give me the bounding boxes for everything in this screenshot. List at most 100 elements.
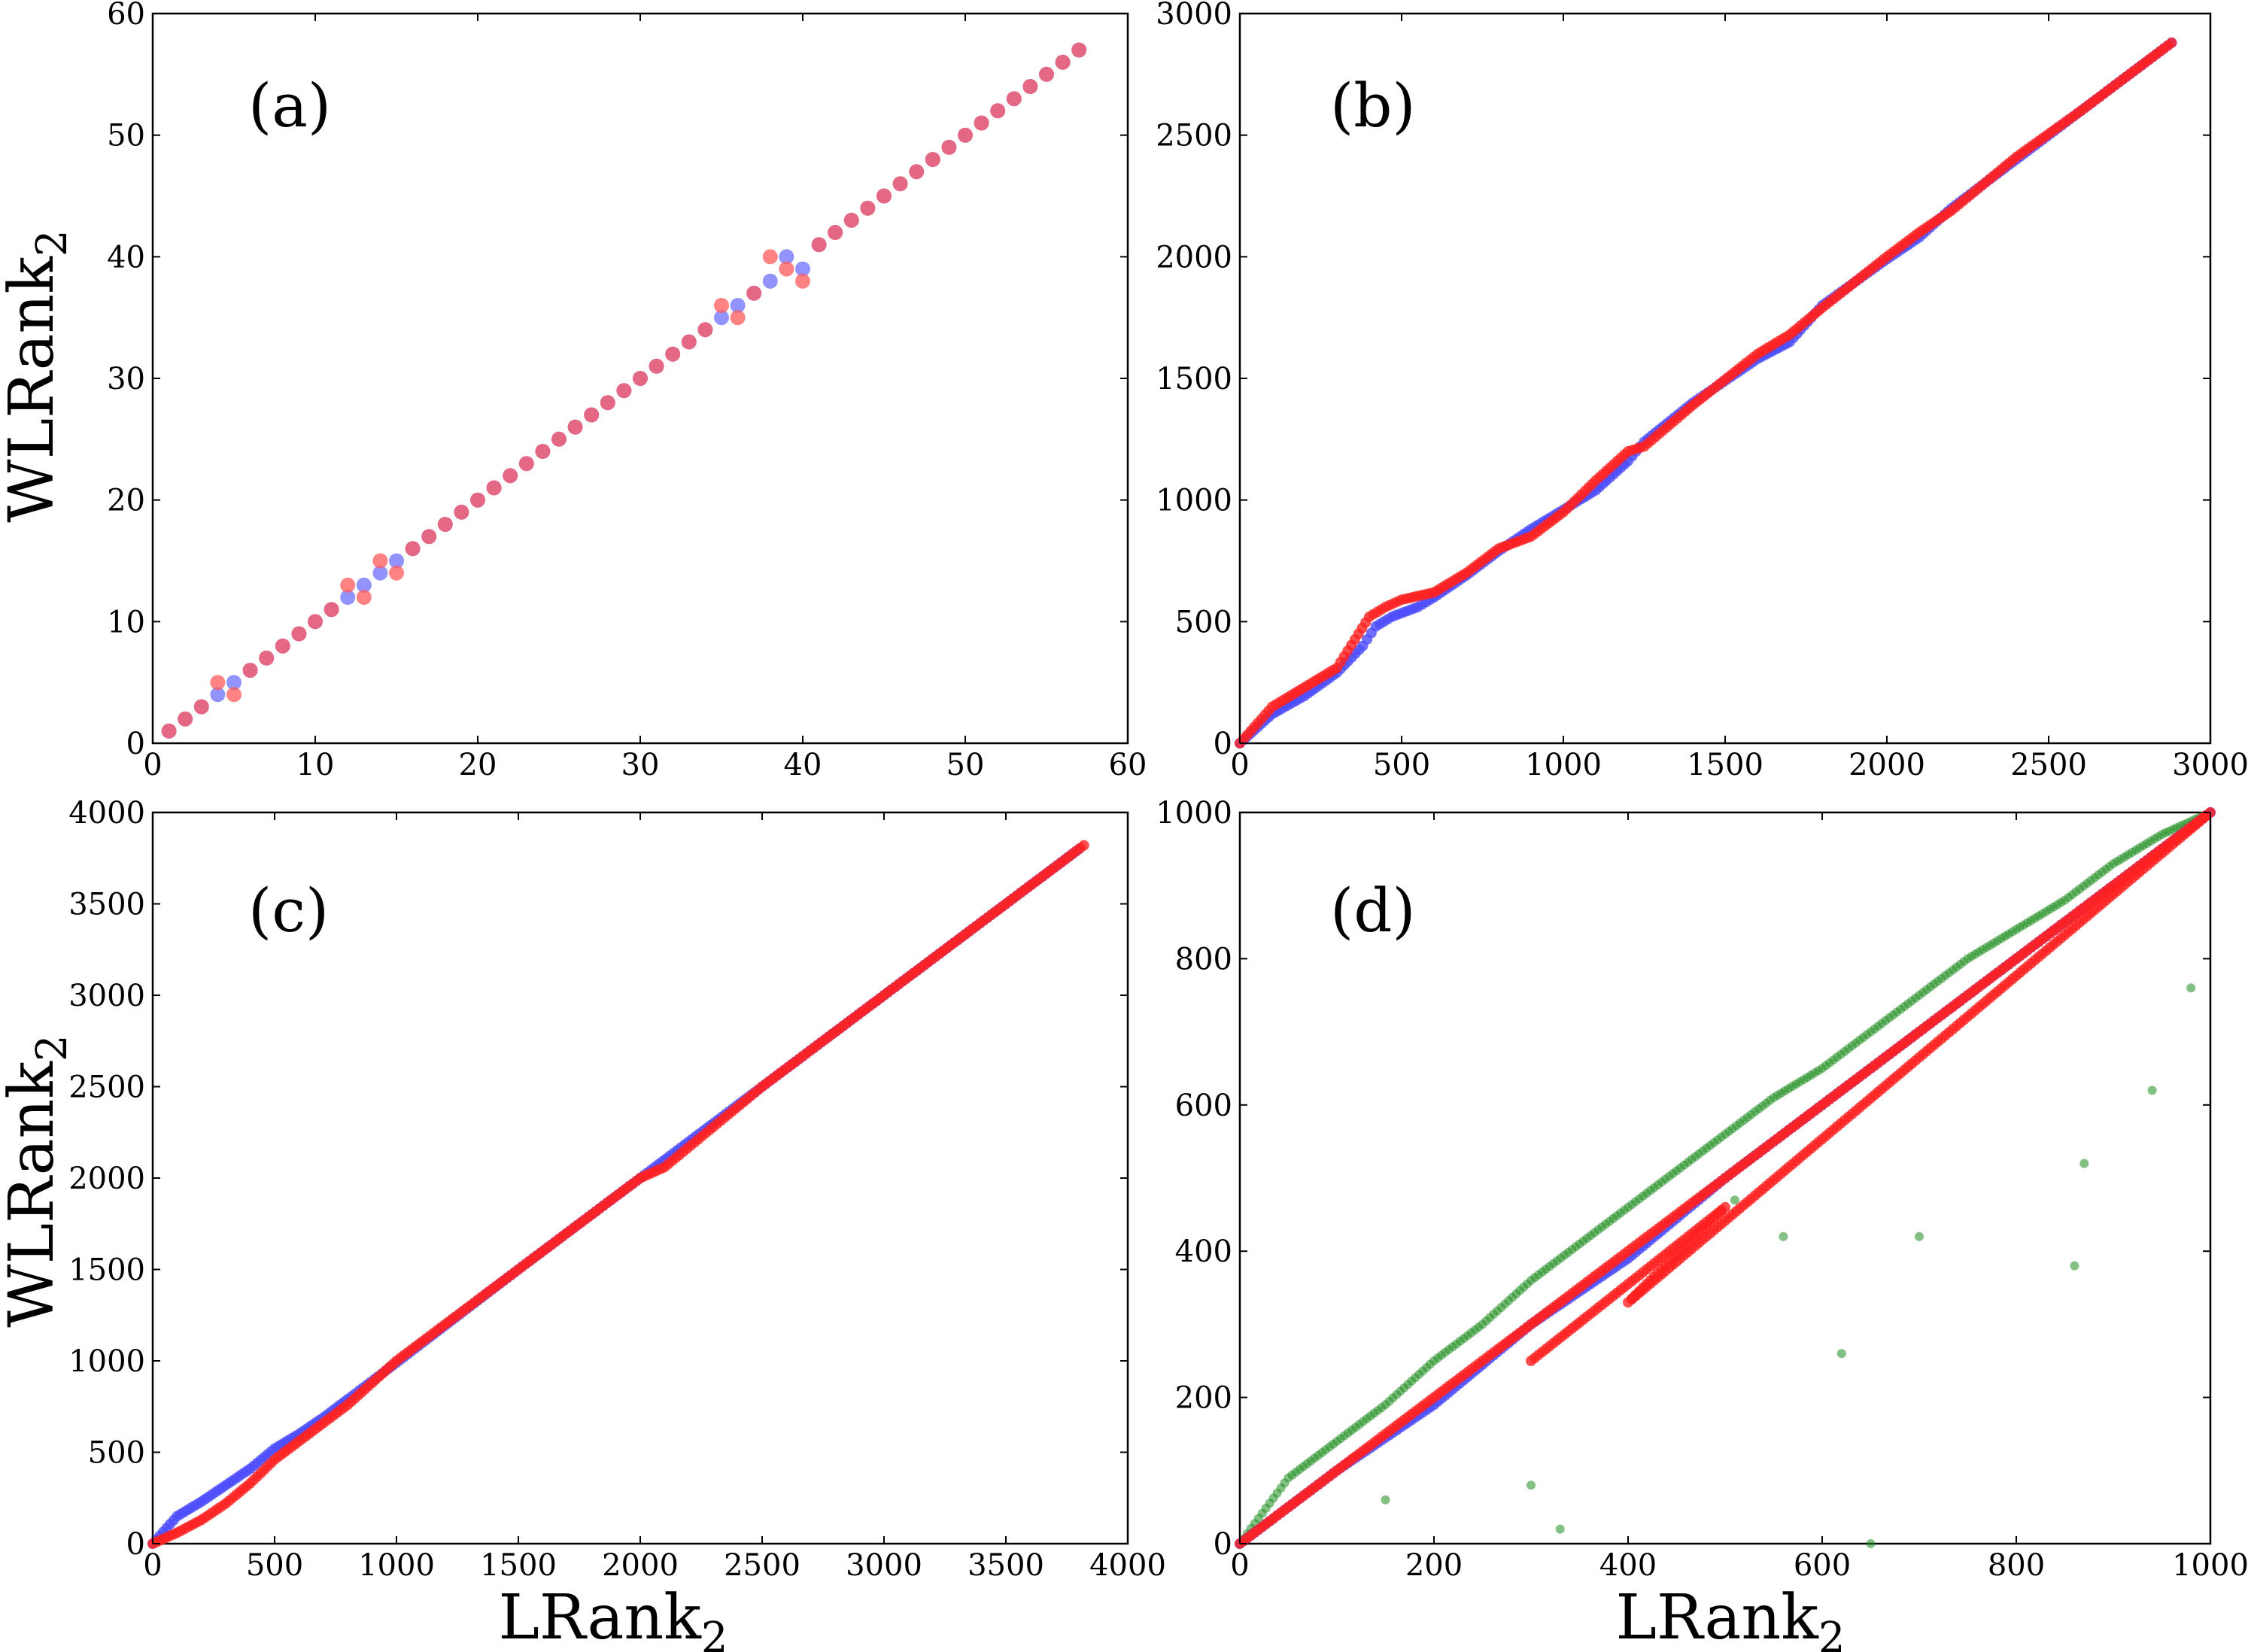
y-tick-label: 0 (1214, 1527, 1232, 1562)
scatter-point (210, 687, 226, 703)
x-tick-label: 1000 (2172, 1548, 2248, 1583)
scatter-point (1779, 1231, 1788, 1241)
scatter-point (372, 565, 388, 581)
x-tick-label: 0 (143, 748, 162, 782)
x-tick-label: 1000 (1525, 748, 1602, 782)
panel-label-b: (b) (1330, 71, 1416, 141)
x-tick-label: 600 (1794, 1548, 1851, 1583)
scatter-point (535, 444, 551, 459)
panel-a: (a) 0 10 20 30 40 50 60 0 10 20 30 40 50 60 (107, 0, 1147, 782)
scatter-points-c (147, 840, 1089, 1549)
y-tick-label: 60 (107, 0, 145, 32)
scatter-point (600, 395, 615, 411)
x-tick-label: 2000 (1849, 748, 1925, 782)
scatter-point (941, 139, 957, 155)
y-tick-label: 3500 (68, 888, 145, 922)
y-tick-label: 200 (1175, 1381, 1232, 1416)
x-tick-label: 500 (246, 1548, 303, 1583)
scatter-point (697, 322, 713, 338)
y-tick-label: 2000 (68, 1162, 145, 1196)
scatter-point (665, 346, 681, 362)
x-tick-label: 50 (946, 748, 985, 782)
scatter-point (779, 261, 794, 277)
x-tick-label: 800 (1988, 1548, 2045, 1583)
y-tick-label: 2000 (1156, 240, 1232, 275)
scatter-point (892, 176, 908, 192)
scatter-point (2070, 1261, 2079, 1271)
scatter-point (470, 492, 485, 508)
scatter-point (876, 188, 892, 204)
scatter-point (714, 298, 729, 313)
scatter-point (1078, 840, 1089, 851)
y-axis-label-top: WLRank2 (0, 229, 77, 522)
scatter-point (860, 200, 876, 216)
x-tick-label: 1500 (480, 1548, 557, 1583)
panel-c: (c) 0 500 1000 1500 2000 2500 3000 3500 4000 0 500… (68, 796, 1166, 1583)
x-tick-label: 20 (459, 748, 497, 782)
x-tick-label: 30 (621, 748, 660, 782)
scatter-point (567, 419, 583, 435)
scatter-point (2186, 983, 2196, 993)
scatter-point (178, 711, 193, 727)
scatter-point (1526, 1356, 1536, 1366)
scatter-point (1022, 79, 1038, 94)
y-tick-label: 0 (1214, 727, 1232, 761)
x-tick-label: 3000 (2172, 748, 2248, 782)
scatter-point (161, 723, 177, 739)
scatter-point (649, 358, 664, 374)
scatter-point (714, 310, 729, 326)
scatter-point (779, 249, 794, 265)
y-tick-label: 2500 (1156, 119, 1232, 153)
x-tick-label: 400 (1599, 1548, 1657, 1583)
scatter-point (762, 273, 778, 289)
y-tick-label: 4000 (68, 796, 145, 831)
y-tick-label: 2500 (68, 1070, 145, 1105)
x-axis-label-right: LRank2 (1615, 1582, 1845, 1652)
scatter-point (843, 212, 859, 228)
scatter-point (454, 504, 469, 520)
scatter-point (584, 407, 600, 423)
plot-frame-d (1238, 811, 2212, 1545)
scatter-point (291, 626, 307, 642)
scatter-point (1055, 54, 1071, 70)
x-tick-label: 0 (1230, 1548, 1249, 1583)
scatter-point (746, 285, 762, 301)
scatter-point (421, 529, 437, 545)
scatter-point (389, 553, 404, 569)
scatter-point (616, 383, 632, 399)
x-tick-label: 2000 (602, 1548, 679, 1583)
scatter-point (974, 115, 989, 131)
y-tick-label: 1000 (68, 1344, 145, 1379)
x-tick-label: 4000 (1089, 1548, 1166, 1583)
x-tick-label: 0 (143, 1548, 162, 1583)
scatter-point (1381, 1495, 1390, 1505)
y-tick-label: 400 (1175, 1234, 1232, 1269)
scatter-point (730, 298, 746, 313)
scatter-points-b (1235, 37, 2177, 749)
scatter-point (1006, 91, 1022, 107)
y-tick-label: 1000 (1156, 484, 1232, 518)
scatter-point (1071, 42, 1087, 58)
scatter-point (958, 127, 973, 143)
scatter-point (795, 261, 810, 277)
y-tick-label: 10 (107, 605, 145, 639)
panel-label-a: (a) (248, 71, 331, 141)
y-tick-label: 1000 (1156, 796, 1232, 831)
scatter-point (275, 638, 290, 654)
y-axis-label-bottom: WLRank2 (0, 1034, 77, 1327)
scatter-point (242, 663, 258, 678)
scatter-point (730, 310, 746, 326)
scatter-point (193, 699, 209, 715)
y-tick-label: 50 (107, 119, 145, 153)
x-tick-label: 0 (1230, 748, 1249, 782)
scatter-point (811, 237, 827, 253)
scatter-point (990, 103, 1006, 119)
x-tick-label: 1000 (358, 1548, 435, 1583)
y-tick-label: 500 (88, 1436, 145, 1471)
y-tick-label: 20 (107, 484, 145, 518)
x-axis-label-left: LRank2 (498, 1582, 728, 1652)
x-tick-label: 40 (784, 748, 822, 782)
y-tick-label: 3000 (1156, 0, 1232, 32)
scatter-point (1039, 66, 1054, 82)
